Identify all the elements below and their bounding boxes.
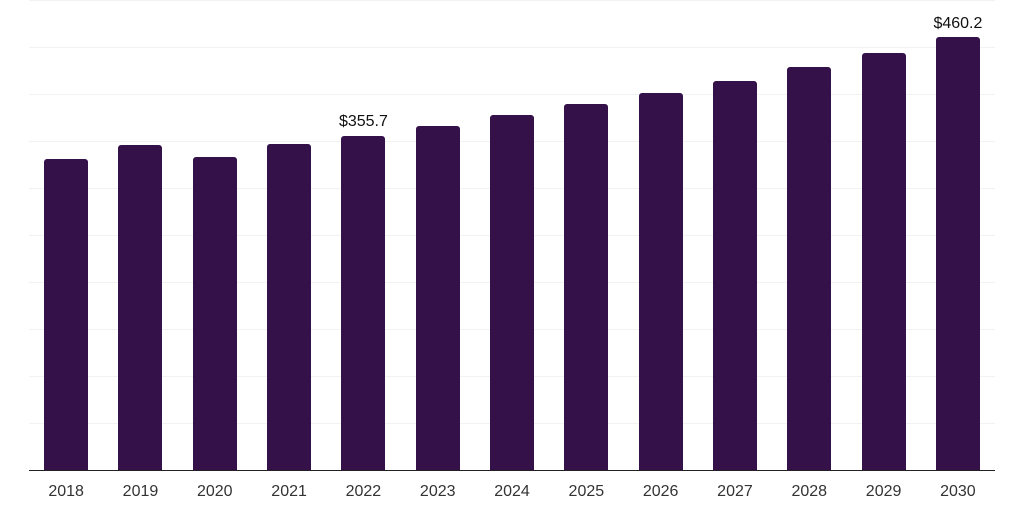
bar-slot-2025 — [549, 0, 623, 470]
bar-slot-2026 — [624, 0, 698, 470]
x-tick-2026: 2026 — [642, 483, 679, 500]
data-label-2022: $355.7 — [338, 113, 388, 131]
bar-slot-2022: $355.7 — [326, 0, 400, 470]
bar-slot-2028 — [772, 0, 846, 470]
x-tick-2027: 2027 — [717, 483, 753, 500]
bar-2022[interactable]: $355.7 — [339, 113, 388, 470]
x-tick-2019: 2019 — [122, 483, 159, 500]
bar-2025[interactable] — [564, 104, 609, 470]
bar-2021[interactable] — [267, 143, 312, 470]
bar-slot-2020 — [178, 0, 252, 470]
x-tick-2021: 2021 — [271, 483, 307, 500]
plot-area: $355.7 $460.2 — [29, 0, 995, 471]
x-tick-2025: 2025 — [568, 483, 605, 500]
bar-2020[interactable] — [192, 156, 237, 470]
x-tick-2029: 2029 — [865, 483, 902, 500]
bar-slot-2019 — [103, 0, 177, 470]
bar-2024[interactable] — [490, 114, 535, 470]
x-tick-2030: 2030 — [940, 483, 976, 500]
bar-2019[interactable] — [118, 144, 163, 470]
bar-slot-2023 — [401, 0, 475, 470]
bar-slot-2021 — [252, 0, 326, 470]
x-axis-line — [29, 469, 995, 471]
data-label-2030: $460.2 — [933, 15, 983, 33]
gridline — [29, 47, 995, 48]
bar-slot-2030: $460.2 — [921, 0, 995, 470]
bar-2029[interactable] — [861, 52, 906, 470]
bars-container: $355.7 $460.2 — [29, 0, 995, 470]
bar-2027[interactable] — [712, 80, 757, 470]
x-tick-2022: 2022 — [345, 483, 382, 500]
bar-slot-2018 — [29, 0, 103, 470]
x-tick-2020: 2020 — [196, 483, 233, 500]
x-axis-labels: 2018 2019 2020 2021 2022 2023 2024 2025 2026 2027… — [29, 471, 995, 512]
bar-2028[interactable] — [787, 67, 832, 470]
bar-2026[interactable] — [638, 92, 683, 470]
bar-slot-2024 — [475, 0, 549, 470]
gridline — [29, 94, 995, 95]
x-tick-2024: 2024 — [494, 483, 530, 500]
bar-2030[interactable]: $460.2 — [933, 15, 982, 470]
bar-slot-2027 — [698, 0, 772, 470]
x-tick-2028: 2028 — [791, 483, 828, 500]
x-tick-2023: 2023 — [419, 483, 456, 500]
x-tick-2018: 2018 — [48, 483, 84, 500]
bar-slot-2029 — [846, 0, 920, 470]
bar-2023[interactable] — [415, 126, 460, 470]
bar-2018[interactable] — [44, 159, 89, 470]
gridline — [29, 0, 995, 1]
